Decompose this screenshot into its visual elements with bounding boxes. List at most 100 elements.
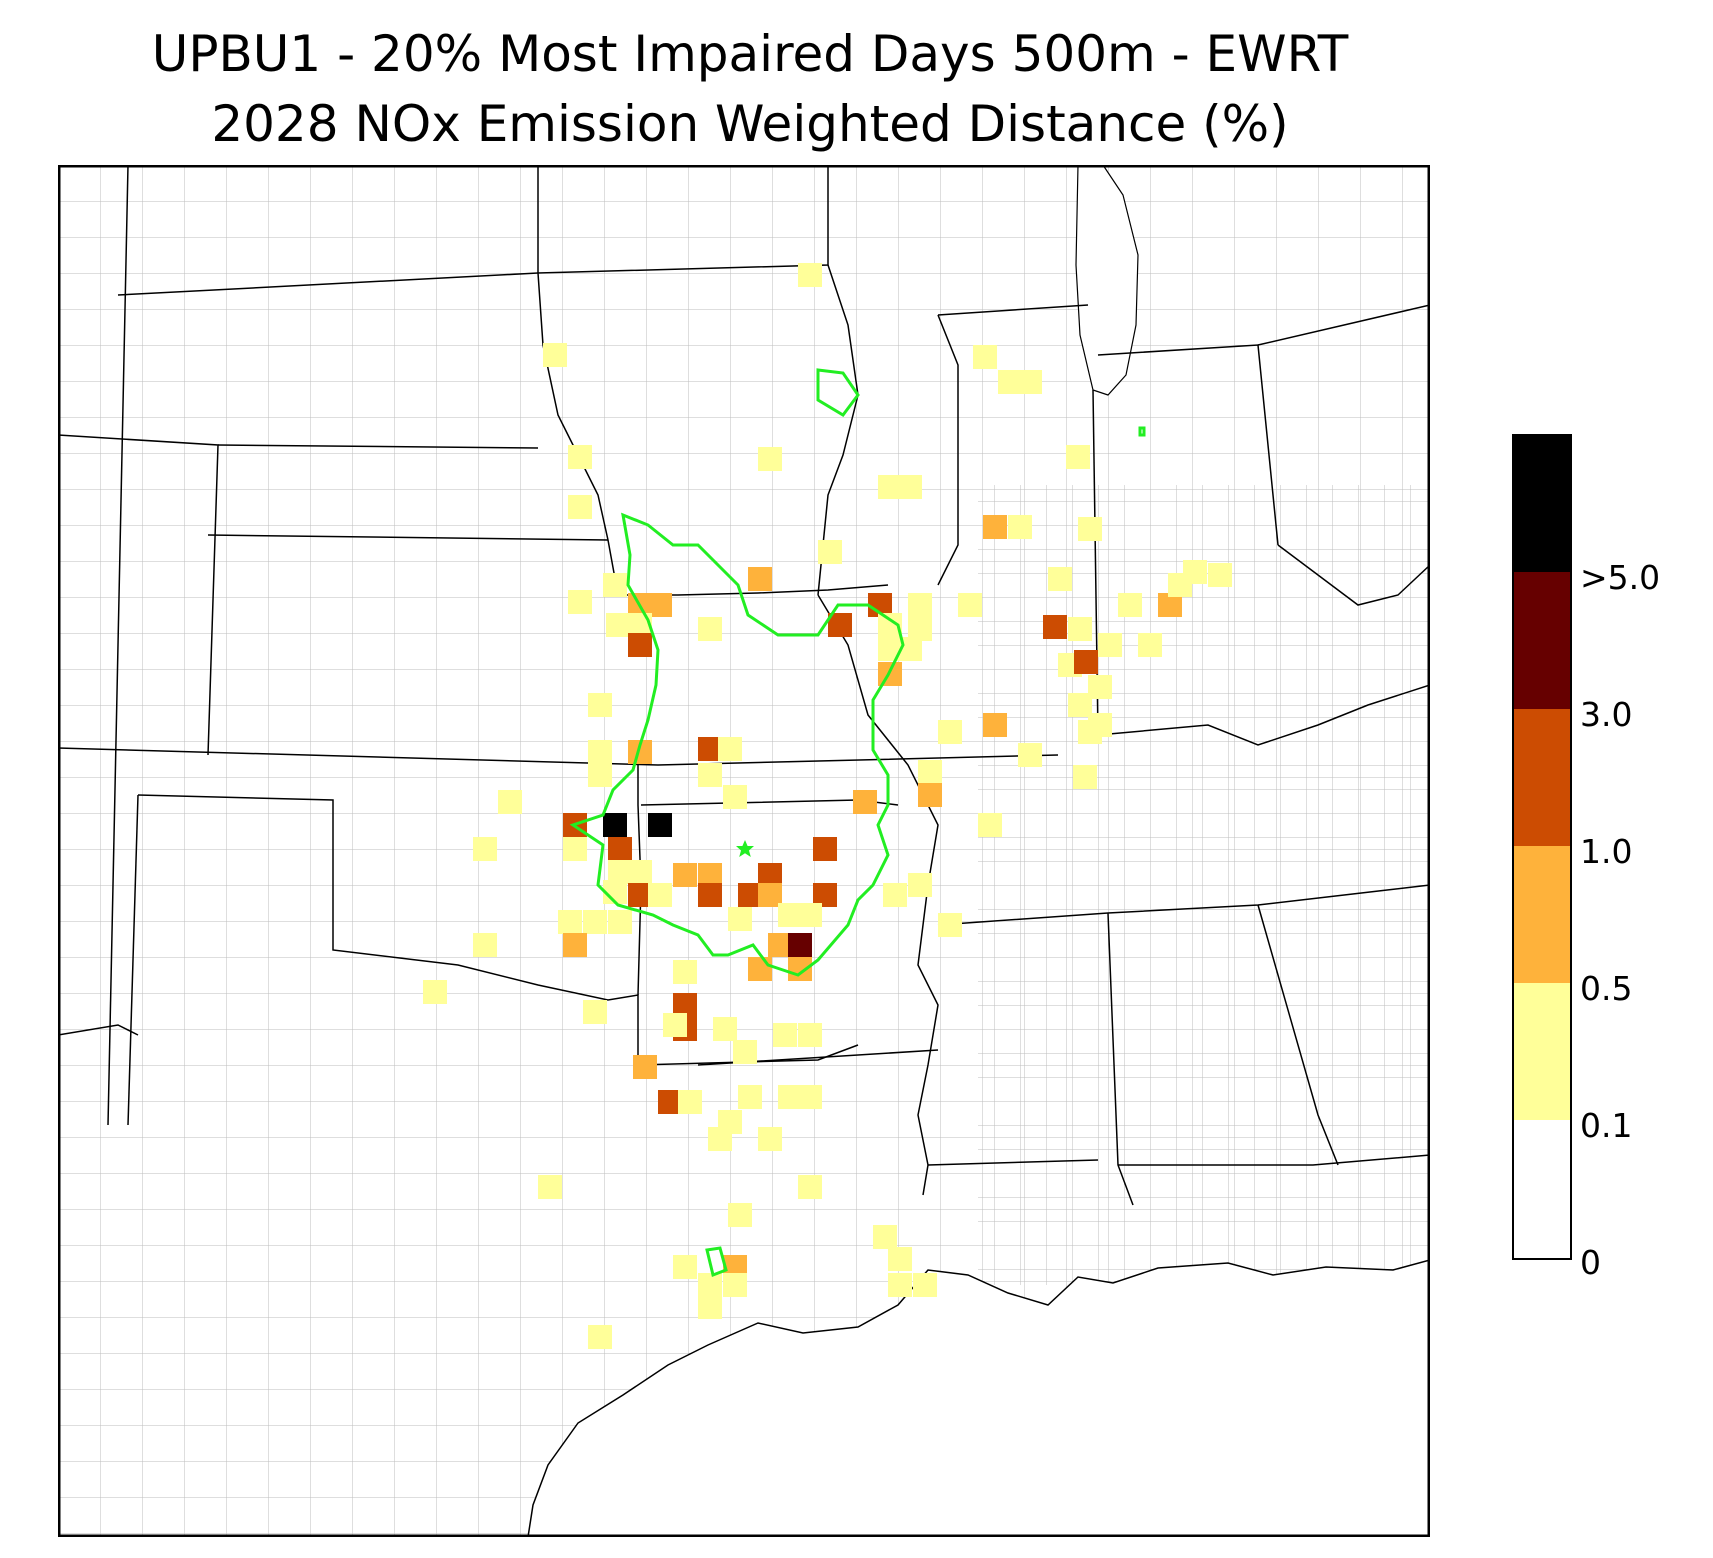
emission-cell (423, 980, 447, 1004)
emission-cell (1068, 617, 1092, 641)
emission-cell (558, 910, 582, 934)
emission-cell (818, 540, 842, 564)
county-boundaries (58, 165, 1430, 1537)
emission-cell (1048, 567, 1072, 591)
emission-cell (708, 1127, 732, 1151)
emission-cell (568, 590, 592, 614)
emission-cell (1018, 743, 1042, 767)
colorbar-label-1.0: 1.0 (1580, 832, 1633, 871)
emission-cell (718, 737, 742, 761)
emission-cell (678, 1090, 702, 1114)
area-of-influence-outline (569, 368, 1146, 1278)
emission-cell (723, 785, 747, 809)
emission-cell (698, 617, 722, 641)
emission-cell (698, 883, 722, 907)
emission-cell (588, 693, 612, 717)
emission-cell (583, 910, 607, 934)
emission-cell (1043, 615, 1067, 639)
colorbar-bin (1513, 435, 1571, 572)
colorbar-label-0.1: 0.1 (1580, 1106, 1633, 1145)
emission-cell (588, 1325, 612, 1349)
emission-cell (738, 1085, 762, 1109)
emission-cell (583, 1000, 607, 1024)
emission-cell (563, 933, 587, 957)
emission-cell (758, 447, 782, 471)
emission-cell (673, 960, 697, 984)
emission-cell (698, 763, 722, 787)
emission-cell (978, 813, 1002, 837)
emission-cell (748, 957, 772, 981)
emission-cell (713, 1017, 737, 1041)
emission-cell (723, 1273, 747, 1297)
emission-cell (628, 860, 652, 884)
emission-cell (698, 1295, 722, 1319)
map-frame (58, 165, 1430, 1537)
emission-cell (1138, 633, 1162, 657)
emission-cell (983, 515, 1007, 539)
emission-cell (563, 837, 587, 861)
emission-cell (898, 475, 922, 499)
emission-cell (918, 760, 942, 784)
emission-cell (648, 883, 672, 907)
emission-cell (853, 790, 877, 814)
colorbar (1512, 434, 1572, 1260)
emission-cell (1078, 517, 1102, 541)
colorbar-bin (1513, 709, 1571, 846)
emission-cell (733, 1040, 757, 1064)
emission-cell (798, 263, 822, 287)
emission-cell (606, 613, 630, 637)
state-boundaries (58, 165, 1430, 1206)
emission-cell (673, 863, 697, 887)
emission-cell (1073, 765, 1097, 789)
emission-cell (663, 1013, 687, 1037)
emission-cell (628, 633, 652, 657)
emission-cell (1066, 445, 1090, 469)
emission-cell (773, 1023, 797, 1047)
emission-cell (908, 873, 932, 897)
emission-cell (798, 903, 822, 927)
emission-cell (888, 1273, 912, 1297)
emission-cell (728, 907, 752, 931)
colorbar-bin (1513, 1120, 1571, 1257)
emission-cell (1074, 650, 1098, 674)
emission-cell (748, 567, 772, 591)
emission-cell (913, 1273, 937, 1297)
lake-michigan (1075, 165, 1139, 396)
colorbar-label-gt5: >5.0 (1580, 558, 1661, 597)
emission-cell (568, 495, 592, 519)
emission-cell (698, 1273, 722, 1297)
emission-cell (758, 1127, 782, 1151)
emission-cell (648, 813, 672, 837)
emission-cell (788, 933, 812, 957)
emission-cell (813, 837, 837, 861)
emission-cell (603, 573, 627, 597)
emission-cell (798, 1023, 822, 1047)
colorbar-label-0.5: 0.5 (1580, 969, 1633, 1008)
emission-cell (1018, 370, 1042, 394)
emission-cell (798, 1085, 822, 1109)
gulf-coastline (527, 1259, 1430, 1537)
emission-cell (473, 933, 497, 957)
emission-cell (473, 837, 497, 861)
emission-cell (888, 1247, 912, 1271)
emission-cell (828, 613, 852, 637)
emission-cell (883, 883, 907, 907)
emission-cell (1183, 560, 1207, 584)
emission-cell (973, 345, 997, 369)
emission-cell (938, 720, 962, 744)
emission-cell (798, 1175, 822, 1199)
emission-cell (568, 445, 592, 469)
colorbar-bin (1513, 572, 1571, 709)
emission-cell (603, 813, 627, 837)
emission-cell (1118, 593, 1142, 617)
map-title-line-1: UPBU1 - 20% Most Impaired Days 500m - EW… (151, 25, 1349, 83)
emission-cell (728, 1203, 752, 1227)
emission-cell (958, 593, 982, 617)
emission-cell (588, 740, 612, 764)
emission-cell (1078, 720, 1102, 744)
colorbar-bin (1513, 983, 1571, 1120)
map-panel (58, 165, 1430, 1537)
emission-cell (908, 593, 932, 617)
emission-cell (498, 790, 522, 814)
map-title-line-2: 2028 NOx Emission Weighted Distance (%) (211, 95, 1289, 153)
